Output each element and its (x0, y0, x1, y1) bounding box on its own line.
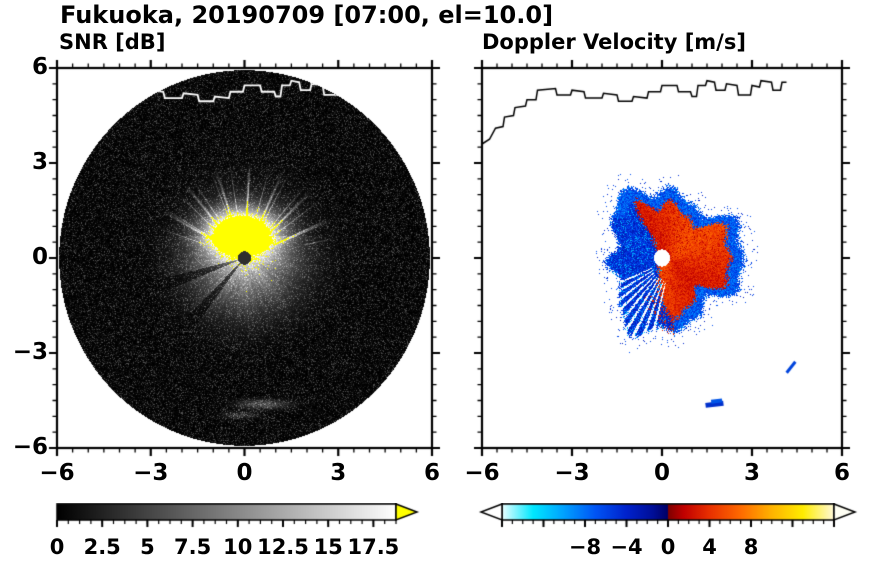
doppler-colorbar-label: −8 (568, 535, 602, 559)
doppler-x-tick-label: 3 (743, 460, 761, 486)
snr-x-tick-label: 3 (330, 460, 347, 486)
figure-title: Fukuoka, 20190709 [07:00, el=10.0] (60, 1, 554, 29)
snr-colorbar-label: 7.5 (173, 535, 212, 559)
y-tick-label: −6 (12, 434, 48, 460)
snr-colorbar-label: 12.5 (257, 535, 309, 559)
snr-colorbar (55, 503, 435, 533)
doppler-colorbar-label: −4 (610, 535, 643, 559)
y-tick-label: 6 (31, 54, 48, 80)
doppler-x-tick-label: −6 (464, 460, 500, 486)
doppler-radar-plot (470, 56, 854, 460)
snr-colorbar-label: 15 (313, 535, 343, 559)
y-tick-label: 0 (31, 244, 48, 270)
snr-colorbar-label: 2.5 (83, 535, 121, 559)
snr-colorbar-label: 5 (140, 535, 155, 559)
doppler-x-tick-label: −3 (554, 460, 590, 486)
doppler-panel-title: Doppler Velocity [m/s] (482, 30, 746, 54)
doppler-colorbar (478, 503, 866, 533)
doppler-colorbar-label: 4 (702, 535, 717, 559)
snr-x-tick-label: 0 (236, 460, 253, 486)
snr-radar-plot (45, 56, 444, 460)
doppler-x-tick-label: 0 (653, 460, 671, 486)
snr-colorbar-label: 10 (223, 535, 253, 559)
snr-x-tick-label: −3 (133, 460, 169, 486)
snr-x-tick-label: 6 (423, 460, 441, 486)
doppler-x-tick-label: 6 (833, 460, 851, 486)
doppler-colorbar-label: 0 (660, 535, 676, 559)
snr-panel-title: SNR [dB] (59, 30, 166, 54)
snr-colorbar-label: 17.5 (347, 535, 400, 559)
snr-x-tick-label: −6 (39, 460, 75, 486)
doppler-colorbar-label: 8 (743, 535, 759, 559)
y-tick-label: 3 (31, 149, 48, 175)
y-tick-label: −3 (12, 339, 48, 365)
snr-colorbar-label: 0 (49, 535, 65, 559)
